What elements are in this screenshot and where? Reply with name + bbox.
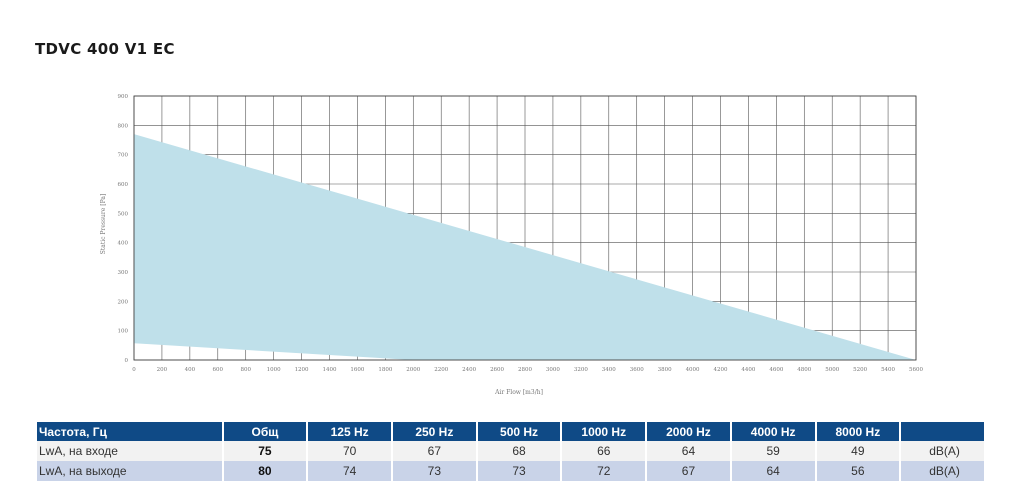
row-label: LwA, на выходе [37,461,222,481]
x-tick-label: 4400 [741,367,755,373]
x-tick-label: 5600 [909,367,923,373]
table-row: LwA, на входе 75 70 67 68 66 64 59 49 dB… [37,441,984,461]
y-tick-label: 200 [118,299,129,305]
x-axis-label: Air Flow [m3/h] [494,389,543,396]
row-value: 68 [477,441,561,461]
row-value: 66 [562,441,646,461]
row-value: 49 [816,441,900,461]
x-tick-label: 400 [185,367,196,373]
x-tick-label: 800 [240,367,251,373]
row-unit: dB(A) [901,441,984,461]
x-tick-label: 2000 [406,367,420,373]
header-1000hz: 1000 Hz [562,422,646,441]
y-tick-label: 700 [118,153,129,159]
row-value: 73 [392,461,476,481]
x-tick-label: 5400 [881,367,895,373]
performance-chart: 0 200 400 600 800 1000 1200 1400 1600 1800 2000 220… [100,94,923,396]
row-value: 70 [308,441,391,461]
x-tick-label: 600 [213,367,224,373]
x-tick-label: 4200 [714,367,728,373]
y-tick-label: 100 [118,329,129,335]
header-2000hz: 2000 Hz [647,422,730,441]
header-total: Общ [223,422,307,441]
x-tick-label: 1200 [295,367,309,373]
x-tick-label: 1800 [378,367,392,373]
y-tick-label: 600 [118,182,129,188]
x-tick-label: 1400 [323,367,337,373]
y-tick-label: 400 [118,241,129,247]
x-tick-label: 4600 [769,367,783,373]
row-label: LwA, на входе [37,441,222,461]
sound-power-table: Частота, Гц Общ 125 Hz 250 Hz 500 Hz 100… [35,422,986,481]
x-tick-label: 1600 [350,367,364,373]
header-500hz: 500 Hz [477,422,561,441]
y-tick-label: 0 [125,358,129,364]
x-tick-label: 3400 [602,367,616,373]
header-frequency: Частота, Гц [37,422,222,441]
x-tick-label: 3800 [658,367,672,373]
page-title: TDVC 400 V1 EC [35,40,175,58]
y-tick-label: 900 [118,94,129,100]
row-value: 64 [647,441,730,461]
plot-frame [133,95,917,361]
table-header-row: Частота, Гц Общ 125 Hz 250 Hz 500 Hz 100… [37,422,984,441]
x-tick-label: 200 [157,367,168,373]
x-tick-label: 0 [132,367,136,373]
header-8000hz: 8000 Hz [816,422,900,441]
x-tick-label: 4800 [797,367,811,373]
table-row: LwA, на выходе 80 74 73 73 72 67 64 56 d… [37,461,984,481]
header-125hz: 125 Hz [308,422,391,441]
row-value: 74 [308,461,391,481]
row-total: 80 [223,461,307,481]
row-value: 67 [647,461,730,481]
y-axis-label: Static Pressure [Pa] [100,194,107,255]
row-value: 72 [562,461,646,481]
row-value: 59 [731,441,815,461]
header-250hz: 250 Hz [392,422,476,441]
x-tick-label: 3200 [574,367,588,373]
x-tick-label: 2200 [434,367,448,373]
x-tick-label: 1000 [267,367,281,373]
header-4000hz: 4000 Hz [731,422,815,441]
x-tick-label: 2400 [462,367,476,373]
x-tick-label: 2600 [490,367,504,373]
row-total: 75 [223,441,307,461]
x-tick-label: 3600 [630,367,644,373]
x-tick-label: 2800 [518,367,532,373]
y-tick-label: 300 [118,270,129,276]
row-value: 56 [816,461,900,481]
row-value: 73 [477,461,561,481]
row-value: 67 [392,441,476,461]
x-tick-label: 4000 [686,367,700,373]
row-unit: dB(A) [901,461,984,481]
x-tick-label: 3000 [546,367,560,373]
x-tick-label: 5000 [825,367,839,373]
row-value: 64 [731,461,815,481]
header-unit [901,422,984,441]
x-tick-label: 5200 [853,367,867,373]
y-tick-label: 800 [118,123,129,129]
operating-area [134,134,916,360]
y-tick-label: 500 [118,211,129,217]
